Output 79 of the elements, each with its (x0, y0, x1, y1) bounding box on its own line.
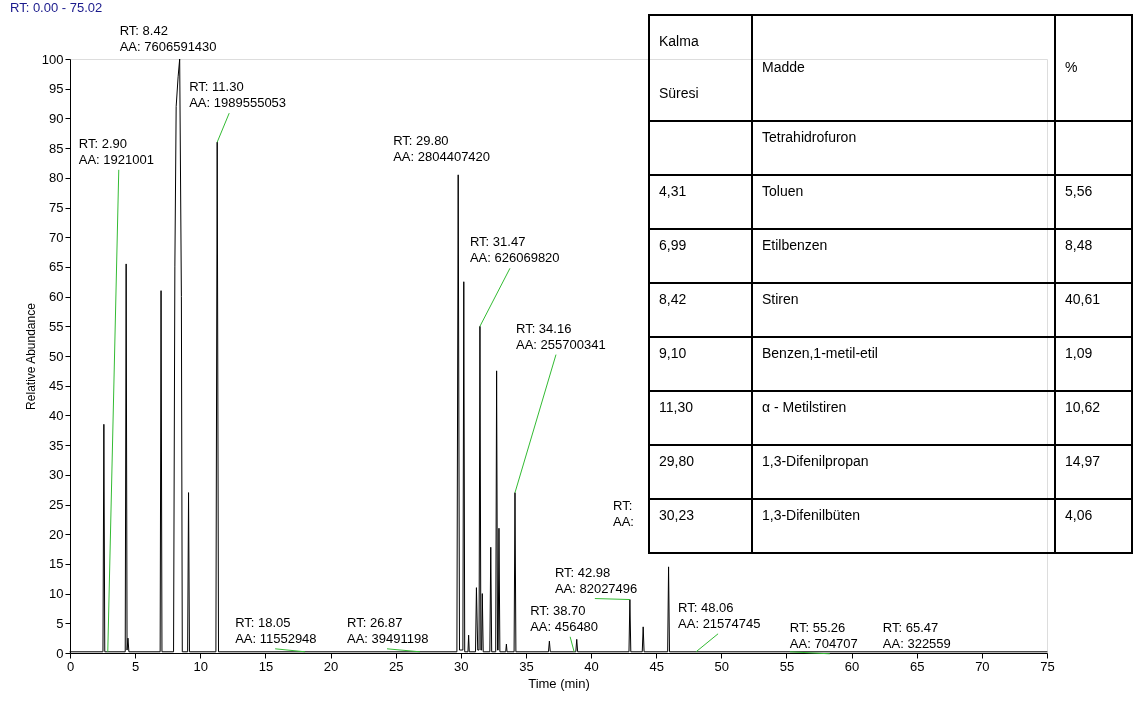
text: 6,99 (659, 237, 687, 253)
y-tick-label: 75 (49, 200, 64, 215)
x-tick-label: 0 (66, 658, 75, 674)
y-tick-label: 25 (49, 497, 64, 512)
x-tick-label: 60 (844, 658, 860, 674)
text: 40,61 (1065, 291, 1101, 307)
y-tick-label: 40 (49, 407, 64, 423)
x-tick-label: 45 (649, 658, 664, 674)
text: 4,31 (659, 183, 687, 199)
annotation: RT: 65.47 AA: 322559 (882, 619, 951, 651)
y-axis-title: Relative Abundance (23, 302, 38, 410)
y-tick-label: 0 (56, 645, 64, 661)
x-tick-label: 10 (193, 658, 208, 674)
annotation: RT: 18.05 AA: 11552948 (235, 614, 317, 646)
annotation: RT: 38.70 AA: 456480 (530, 602, 599, 634)
y-tick-label: 50 (49, 348, 64, 364)
y-tick-label: 70 (49, 229, 64, 245)
y-tick-label: 80 (49, 170, 64, 186)
x-tick-label: 55 (779, 658, 795, 674)
x-tick-label: 25 (388, 658, 404, 674)
y-tick-label: 90 (49, 110, 64, 126)
text: 1,3-Difenilpropan (762, 453, 869, 469)
annotation: RT: 11.30 AA: 1989555053 (189, 79, 287, 111)
x-tick-label: 70 (975, 658, 990, 674)
y-tick-label: 85 (49, 140, 64, 156)
chart-title: RT: 0.00 - 75.02 (10, 0, 103, 15)
annotation: RT: 42.98 AA: 82027496 (554, 564, 638, 596)
text: Stiren (762, 291, 799, 307)
annotation: RT: 34.16 AA: 255700341 (515, 320, 606, 352)
text: Toluen (762, 183, 804, 199)
x-tick-label: 5 (132, 658, 140, 674)
y-tick-label: 30 (49, 467, 64, 483)
annotation: RT: 29.80 AA: 2804407420 (393, 132, 491, 164)
annotation: RT: 26.87 AA: 39491198 (347, 614, 429, 646)
annotation: RT: 2.90 AA: 1921001 (78, 135, 154, 167)
text: Benzen,1-metil-etil (762, 345, 878, 361)
text: 4,06 (1065, 507, 1093, 523)
x-axis-title: Time (min) (528, 675, 590, 691)
text: Etilbenzen (762, 237, 828, 253)
category-label: % (1065, 59, 1078, 75)
y-tick-label: 100 (41, 51, 64, 67)
x-tick-label: 15 (258, 658, 274, 674)
y-tick-label: 10 (49, 586, 64, 602)
text: 9,10 (659, 345, 687, 361)
y-tick-label: 15 (49, 556, 64, 572)
text: 8,42 (659, 291, 687, 307)
text: 8,48 (1065, 237, 1093, 253)
annotation: RT: AA: (613, 498, 634, 529)
text: 10,62 (1065, 399, 1101, 415)
text: 1,09 (1065, 345, 1093, 361)
x-tick-label: 35 (519, 658, 534, 674)
y-tick-label: 95 (49, 81, 64, 97)
x-tick-label: 50 (714, 658, 730, 674)
y-tick-label: 55 (49, 318, 64, 334)
x-tick-label: 65 (910, 658, 925, 674)
text: 14,97 (1065, 453, 1101, 469)
y-tick-label: 45 (49, 378, 64, 394)
x-tick-label: 75 (1040, 658, 1055, 674)
x-tick-label: 40 (584, 658, 599, 674)
category-label: Madde (762, 59, 806, 75)
text: 5,56 (1065, 183, 1093, 199)
text: α - Metilstiren (762, 399, 847, 415)
text: Tetrahidrofuron (762, 129, 857, 145)
y-tick-label: 65 (49, 259, 64, 275)
text: 29,80 (659, 453, 695, 469)
annotation: RT: 31.47 AA: 626069820 (469, 234, 560, 266)
annotation: RT: 55.26 AA: 704707 (789, 619, 858, 651)
text: 30,23 (659, 507, 695, 523)
category-label: Kalma Süresi (659, 33, 699, 101)
x-tick-label: 30 (454, 658, 469, 674)
y-tick-label: 35 (49, 437, 64, 453)
y-tick-label: 60 (49, 289, 64, 305)
annotation: RT: 48.06 AA: 21574745 (678, 599, 761, 631)
y-tick-label: 5 (56, 615, 64, 631)
x-tick-label: 20 (323, 658, 339, 674)
annotation: RT: 8.42 AA: 7606591430 (119, 23, 217, 54)
y-tick-label: 20 (49, 526, 64, 542)
text: 1,3-Difenilbüten (762, 507, 861, 523)
text: 11,30 (659, 399, 693, 415)
